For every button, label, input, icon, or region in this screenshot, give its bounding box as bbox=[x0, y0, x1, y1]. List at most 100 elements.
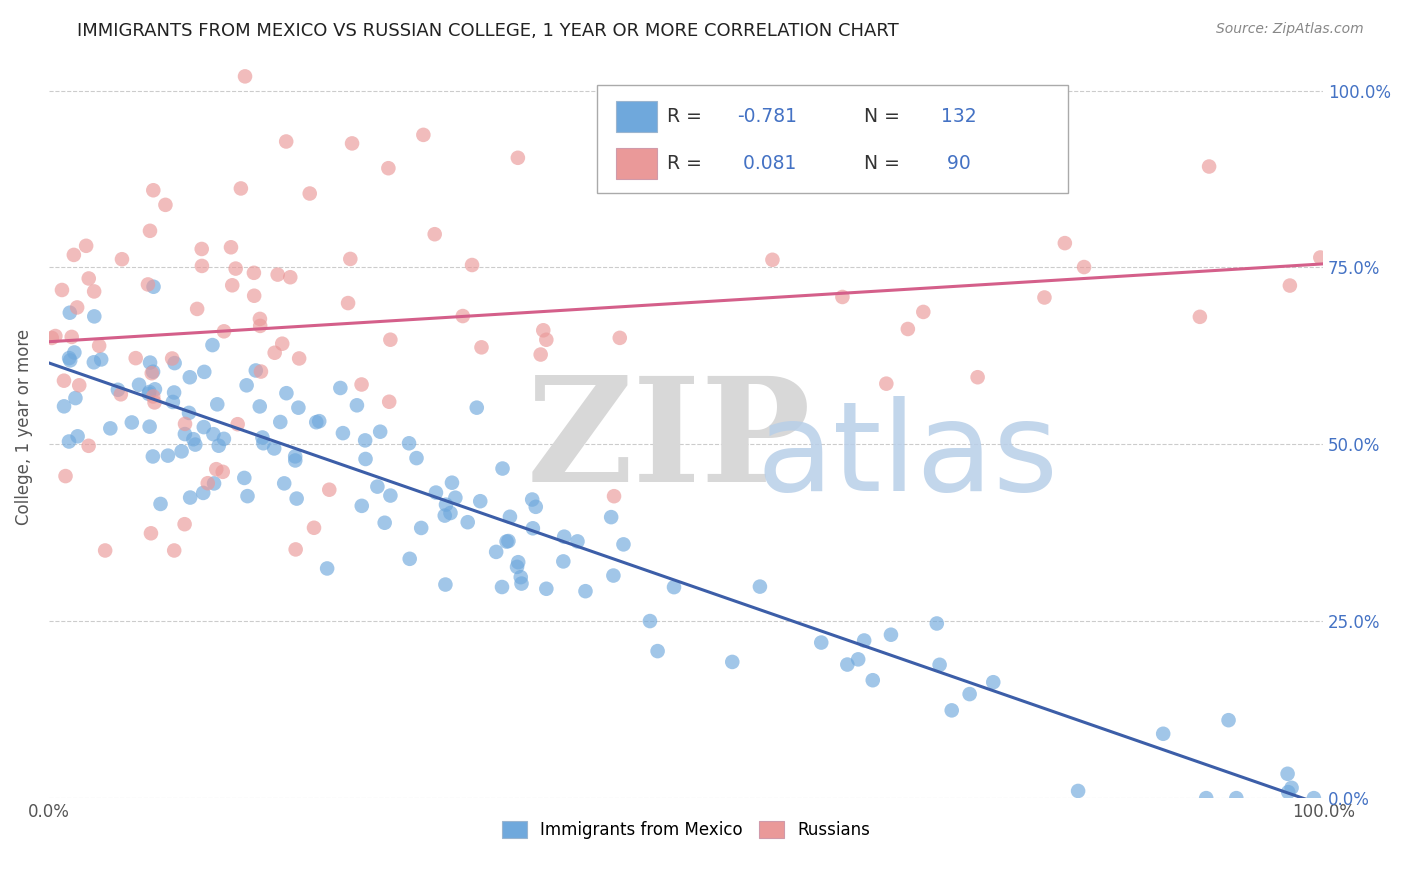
Point bbox=[1198, 160, 1220, 174]
Point bbox=[110, 387, 132, 401]
Text: Source: ZipAtlas.com: Source: ZipAtlas.com bbox=[1216, 22, 1364, 37]
Point bbox=[229, 181, 252, 195]
Point bbox=[212, 324, 235, 338]
Text: IMMIGRANTS FROM MEXICO VS RUSSIAN COLLEGE, 1 YEAR OR MORE CORRELATION CHART: IMMIGRANTS FROM MEXICO VS RUSSIAN COLLEG… bbox=[77, 22, 898, 40]
Point bbox=[508, 555, 530, 569]
Point bbox=[339, 252, 361, 266]
Point bbox=[163, 356, 186, 370]
Point bbox=[65, 391, 87, 405]
Point bbox=[162, 395, 184, 409]
Point bbox=[531, 323, 554, 337]
Point bbox=[184, 437, 207, 451]
Point bbox=[276, 135, 298, 149]
Point bbox=[318, 483, 340, 497]
Legend: Immigrants from Mexico, Russians: Immigrants from Mexico, Russians bbox=[495, 814, 877, 846]
Point bbox=[1281, 780, 1303, 795]
Point bbox=[810, 635, 832, 649]
Point bbox=[179, 370, 201, 384]
Point bbox=[173, 427, 195, 442]
Point bbox=[89, 339, 111, 353]
Point bbox=[350, 499, 373, 513]
Point bbox=[263, 442, 285, 456]
Point bbox=[354, 434, 377, 448]
Point bbox=[249, 400, 271, 414]
Point bbox=[245, 363, 267, 377]
Point bbox=[55, 469, 77, 483]
Point bbox=[225, 261, 247, 276]
Point bbox=[377, 161, 399, 176]
Point bbox=[149, 497, 172, 511]
Point bbox=[602, 568, 624, 582]
Point bbox=[959, 687, 981, 701]
Point bbox=[433, 508, 456, 523]
Point bbox=[638, 614, 661, 628]
Point bbox=[1152, 727, 1174, 741]
Point bbox=[193, 365, 215, 379]
Point bbox=[1073, 260, 1095, 274]
Point bbox=[491, 461, 513, 475]
Point bbox=[67, 378, 90, 392]
Text: 132: 132 bbox=[941, 107, 977, 126]
Point bbox=[1302, 791, 1324, 805]
Point bbox=[880, 628, 903, 642]
Point bbox=[111, 252, 134, 267]
Point bbox=[197, 476, 219, 491]
Point bbox=[1218, 713, 1240, 727]
Point bbox=[350, 377, 373, 392]
Point bbox=[177, 406, 200, 420]
Point bbox=[143, 382, 166, 396]
Point bbox=[160, 351, 183, 366]
Point bbox=[398, 436, 420, 450]
Point bbox=[202, 427, 225, 442]
Point bbox=[506, 151, 529, 165]
Point bbox=[470, 340, 492, 354]
Point bbox=[302, 521, 325, 535]
Point bbox=[252, 430, 274, 444]
Point bbox=[444, 491, 467, 505]
Point bbox=[721, 655, 744, 669]
Point bbox=[412, 128, 434, 142]
Point bbox=[846, 652, 869, 666]
Point bbox=[398, 551, 420, 566]
Point bbox=[202, 476, 225, 491]
Point bbox=[536, 333, 558, 347]
Point bbox=[75, 239, 97, 253]
Point bbox=[128, 377, 150, 392]
Point bbox=[374, 516, 396, 530]
Point bbox=[329, 381, 352, 395]
Point bbox=[208, 439, 231, 453]
Text: R =: R = bbox=[666, 107, 707, 126]
Point bbox=[243, 289, 266, 303]
Point bbox=[897, 322, 920, 336]
Point bbox=[139, 526, 162, 541]
Point bbox=[308, 414, 330, 428]
Point bbox=[136, 277, 159, 292]
Point bbox=[52, 374, 75, 388]
Point bbox=[174, 417, 197, 431]
Point bbox=[1033, 291, 1056, 305]
Point bbox=[495, 534, 517, 549]
Point bbox=[434, 577, 457, 591]
Point bbox=[125, 351, 148, 365]
Point bbox=[207, 397, 229, 411]
Point bbox=[405, 451, 427, 466]
Point bbox=[425, 485, 447, 500]
Point bbox=[509, 570, 531, 584]
Text: ZIP: ZIP bbox=[527, 371, 811, 512]
Text: N =: N = bbox=[865, 107, 907, 126]
Point bbox=[380, 489, 402, 503]
Point bbox=[66, 301, 89, 315]
Point bbox=[536, 582, 558, 596]
Text: 90: 90 bbox=[941, 154, 970, 173]
Point bbox=[567, 534, 589, 549]
Point bbox=[284, 453, 307, 467]
Point bbox=[465, 401, 488, 415]
Point bbox=[219, 240, 242, 254]
Point bbox=[925, 616, 948, 631]
Point bbox=[90, 352, 112, 367]
Point bbox=[263, 345, 285, 359]
Point bbox=[60, 330, 83, 344]
Point bbox=[981, 675, 1004, 690]
Text: atlas: atlas bbox=[756, 396, 1059, 516]
Point bbox=[273, 476, 295, 491]
